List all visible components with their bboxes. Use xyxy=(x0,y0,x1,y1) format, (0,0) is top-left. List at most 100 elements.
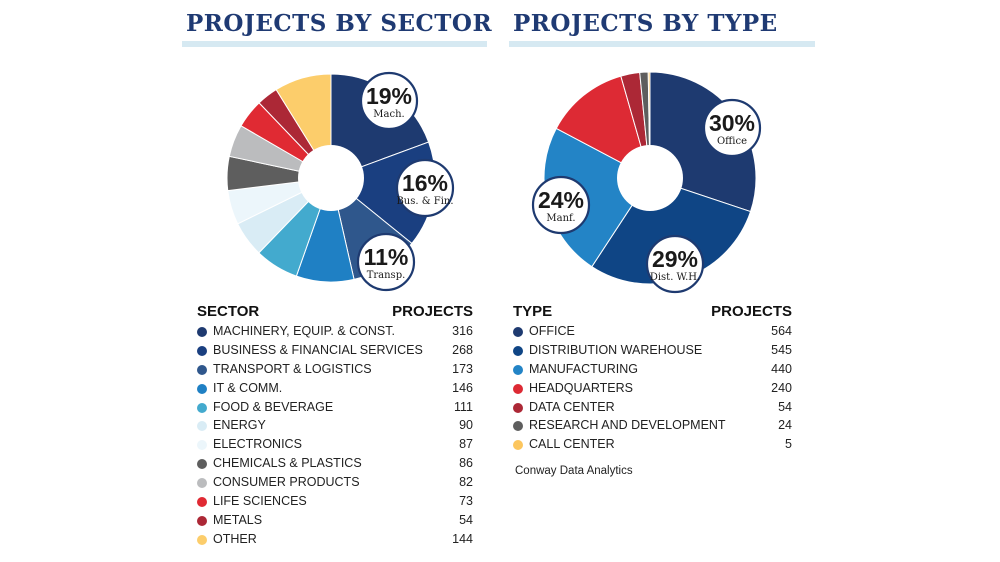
type-legend-row-manufacturing: MANUFACTURING 440 xyxy=(513,361,792,380)
sector-legend-row-machinery-equip-const: MACHINERY, EQUIP. & CONST. 316 xyxy=(197,323,473,342)
type-legend-row-data-center: DATA CENTER 54 xyxy=(513,399,792,418)
type-legend-header: TYPE PROJECTS xyxy=(513,303,792,323)
sector-legend-row-food-beverage: FOOD & BEVERAGE 111 xyxy=(197,399,473,418)
type-legend-label: RESEARCH AND DEVELOPMENT xyxy=(529,418,726,433)
sector-legend-label: MACHINERY, EQUIP. & CONST. xyxy=(213,324,395,338)
sector-legend-label: METALS xyxy=(213,512,263,527)
type-legend-row-distribution-warehouse: DISTRIBUTION WAREHOUSE 545 xyxy=(513,342,792,361)
sector-legend-row-life-sciences: LIFE SCIENCES 73 xyxy=(197,493,473,512)
source-credit: Conway Data Analytics xyxy=(515,465,633,477)
type-legend: TYPE PROJECTS OFFICE 564 DISTRIBUTION WARE… xyxy=(513,303,792,455)
sector-legend-swatch xyxy=(197,402,207,413)
sector-callout-percent: 16% xyxy=(402,170,448,196)
type-chart-title: PROJECTS BY TYPE xyxy=(513,10,778,37)
sector-legend-swatch xyxy=(197,440,207,451)
type-legend-swatch xyxy=(513,440,523,451)
sector-donut-hole xyxy=(298,145,364,211)
sector-legend-value: 111 xyxy=(453,399,473,414)
type-callout-circle xyxy=(645,234,705,294)
type-legend-row-office: OFFICE 564 xyxy=(513,323,792,342)
type-legend-value: 564 xyxy=(771,324,792,338)
type-legend-value: 24 xyxy=(778,418,792,433)
type-legend-swatch xyxy=(513,402,523,413)
sector-callout-label: Transp. xyxy=(367,270,406,281)
sector-callout-circle xyxy=(359,71,419,131)
type-legend-label: OFFICE xyxy=(529,324,575,338)
sector-legend-value: 144 xyxy=(452,531,473,546)
sector-legend-label: FOOD & BEVERAGE xyxy=(213,399,334,414)
sector-legend-label: ELECTRONICS xyxy=(213,437,302,452)
sector-callout-label: Bus. & Fin. xyxy=(396,196,453,207)
type-callout-label: Manf. xyxy=(546,213,575,224)
sector-title-rule xyxy=(182,41,487,47)
sector-legend-swatch xyxy=(197,478,207,489)
type-legend-row-headquarters: HEADQUARTERS 240 xyxy=(513,380,792,399)
type-callout-label: Dist. W.H. xyxy=(650,272,700,283)
sector-legend-value: 82 xyxy=(459,475,473,490)
sector-legend-swatch xyxy=(197,327,207,337)
sector-callout-percent: 11% xyxy=(364,244,409,270)
type-callout-label: Office xyxy=(717,136,747,147)
type-slice-headquarters xyxy=(555,75,651,179)
sector-legend-swatch xyxy=(197,383,207,394)
type-legend-value: 54 xyxy=(778,399,792,414)
sector-legend-swatch xyxy=(197,345,207,356)
sector-legend: SECTOR PROJECTS MACHINERY, EQUIP. & CONS… xyxy=(197,303,473,550)
type-projects-column-header: PROJECTS xyxy=(711,303,792,320)
sector-legend-swatch xyxy=(197,497,207,508)
sector-legend-row-electronics: ELECTRONICS 87 xyxy=(197,436,473,455)
sector-legend-value: 146 xyxy=(452,380,473,395)
type-legend-row-call-center: CALL CENTER 5 xyxy=(513,436,792,455)
sector-legend-swatch xyxy=(197,515,207,526)
type-title-rule xyxy=(509,41,815,47)
type-legend-value: 440 xyxy=(771,361,792,376)
type-legend-swatch xyxy=(513,383,523,394)
sector-legend-label: ENERGY xyxy=(213,418,266,433)
sector-callout-circle xyxy=(395,158,455,218)
sector-callout-circle xyxy=(356,232,416,292)
sector-legend-row-energy: ENERGY 90 xyxy=(197,417,473,436)
sector-legend-value: 173 xyxy=(452,361,473,376)
type-callout-circle xyxy=(702,98,762,158)
type-legend-swatch xyxy=(513,327,523,337)
type-legend-label: DISTRIBUTION WAREHOUSE xyxy=(529,342,703,357)
sector-legend-label: TRANSPORT & LOGISTICS xyxy=(213,361,372,376)
type-callout-percent: 24% xyxy=(538,187,584,213)
sector-legend-row-consumer-products: CONSUMER PRODUCTS 82 xyxy=(197,474,473,493)
sector-callout-transp: 11%Transp. xyxy=(356,232,416,292)
type-callout-manf: 24%Manf. xyxy=(531,175,591,235)
sector-legend-label: CONSUMER PRODUCTS xyxy=(213,475,360,490)
sector-legend-value: 87 xyxy=(459,437,473,452)
sector-legend-value: 54 xyxy=(459,512,473,527)
sector-legend-row-metals: METALS 54 xyxy=(197,512,473,531)
sector-legend-header: SECTOR PROJECTS xyxy=(197,303,473,323)
sector-legend-value: 73 xyxy=(459,494,473,509)
sector-legend-value: 86 xyxy=(459,456,473,471)
type-callout-office: 30%Office xyxy=(702,98,762,158)
sector-callout-label: Mach. xyxy=(373,109,404,120)
sector-chart-title: PROJECTS BY SECTOR xyxy=(186,10,493,37)
type-legend-value: 5 xyxy=(785,437,792,452)
sector-legend-swatch xyxy=(197,534,207,545)
sector-legend-row-business-financial-services: BUSINESS & FINANCIAL SERVICES 268 xyxy=(197,342,473,361)
sector-legend-label: CHEMICALS & PLASTICS xyxy=(213,456,362,471)
sector-legend-value: 90 xyxy=(459,418,473,433)
sector-callout-mach: 19%Mach. xyxy=(359,71,419,131)
sector-legend-row-chemicals-plastics: CHEMICALS & PLASTICS 86 xyxy=(197,455,473,474)
type-legend-swatch xyxy=(513,345,523,356)
sector-legend-label: LIFE SCIENCES xyxy=(213,494,307,509)
sector-legend-swatch xyxy=(197,459,207,470)
type-legend-label: DATA CENTER xyxy=(529,399,615,414)
type-pie-chart: 30%Office 29%Dist. W.H. 24%Manf. xyxy=(531,71,762,294)
sector-legend-label: IT & COMM. xyxy=(213,380,283,395)
sector-callout-bus-fin: 16%Bus. & Fin. xyxy=(395,158,455,218)
type-legend-value: 240 xyxy=(771,380,792,395)
sector-pie-chart: 19%Mach. 16%Bus. & Fin. 11%Transp. xyxy=(226,71,455,292)
type-legend-row-research-and-development: RESEARCH AND DEVELOPMENT 24 xyxy=(513,417,792,436)
type-legend-value: 545 xyxy=(771,342,792,357)
sector-legend-label: OTHER xyxy=(213,531,257,546)
type-legend-label: CALL CENTER xyxy=(529,437,615,452)
sector-callout-percent: 19% xyxy=(366,83,412,109)
sector-projects-column-header: PROJECTS xyxy=(392,303,473,320)
sector-legend-swatch xyxy=(197,421,207,432)
